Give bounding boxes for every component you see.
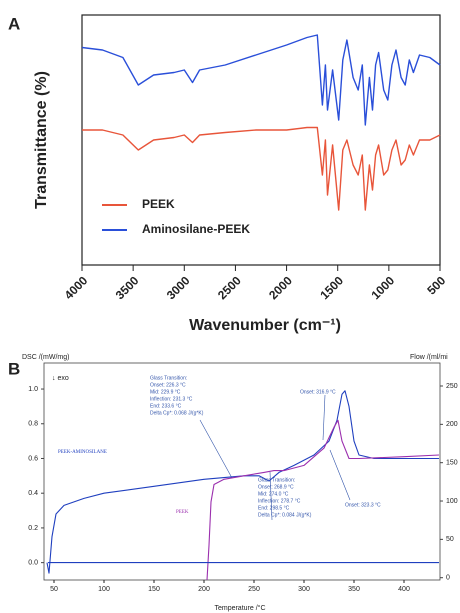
x-axis-label: Temperature /°C [214, 604, 265, 612]
annotation: Inflection: 278.7 °C [258, 498, 301, 504]
x-tick-label: 4000 [62, 273, 91, 302]
annotation: End: 298.5 °C [258, 505, 290, 511]
x-tick-label: 2000 [266, 273, 295, 302]
x-tick-label: 50 [50, 586, 58, 593]
y2-tick-label: 0 [446, 575, 450, 582]
x-tick-label: 3500 [113, 273, 142, 302]
legend-label: PEEK [142, 197, 175, 211]
y-tick-label: 0.4 [28, 490, 38, 497]
annotation: End: 233.6 °C [150, 403, 182, 409]
x-axis-label: Wavenumber (cm⁻¹) [189, 317, 341, 334]
x-tick-label: 200 [198, 586, 210, 593]
plot-frame [81, 14, 441, 266]
annotation: Onset: 268.9 °C [258, 484, 294, 490]
plot-frame [43, 362, 441, 581]
annotation: Delta Cp*: 0.068 J/(g*K) [150, 410, 204, 416]
y2-tick-label: 200 [446, 421, 458, 428]
x-tick-label: 1500 [317, 273, 346, 302]
y-tick-label: 0.6 [28, 455, 38, 462]
series-line [82, 126, 441, 211]
annotation: Mid: 274.0 °C [258, 491, 289, 497]
series-line [206, 419, 440, 581]
x-tick-label: 300 [298, 586, 310, 593]
x-tick-label: 100 [98, 586, 110, 593]
x-tick-label: 500 [424, 273, 448, 297]
annotation: Delta Cp*: 0.084 J/(g*K) [258, 512, 312, 518]
y-tick-label: 0.8 [28, 421, 38, 428]
series-label: PEEK [176, 510, 189, 515]
direction-label: ↓ exo [52, 375, 69, 382]
y2-tick-label: 50 [446, 536, 454, 543]
panel-label: A [8, 14, 20, 33]
y-tick-label: 1.0 [28, 386, 38, 393]
y2-tick-label: 150 [446, 460, 458, 467]
annotation: Inflection: 231.3 °C [150, 396, 193, 402]
x-tick-label: 350 [348, 586, 360, 593]
x-tick-label: 400 [398, 586, 410, 593]
annotation: Mid: 229.9 °C [150, 389, 181, 395]
x-tick-label: 150 [148, 586, 160, 593]
legend-label: Aminosilane-PEEK [142, 222, 250, 236]
panel-label: B [8, 359, 20, 378]
annotation: Onset: 323.3 °C [345, 502, 381, 508]
annotation: Glass Transition: [150, 375, 187, 381]
y-tick-label: 0.0 [28, 559, 38, 566]
y-axis-label: DSC /(mW/mg) [22, 354, 69, 361]
y-tick-label: 0.2 [28, 525, 38, 532]
annotation: Onset: 316.9 °C [300, 389, 336, 395]
y-axis-label: Transmittance (%) [33, 71, 50, 209]
series-line [46, 390, 439, 574]
annotation: Glass Transition: [258, 477, 295, 483]
y2-axis-label: Flow /(ml/mi [410, 354, 448, 361]
x-tick-label: 250 [248, 586, 260, 593]
series-line [81, 34, 441, 126]
x-tick-label: 2500 [215, 273, 244, 302]
x-tick-label: 1000 [368, 273, 397, 302]
x-tick-label: 3000 [164, 273, 193, 302]
series-label: PEEK-AMINOSILANE [58, 450, 107, 455]
annotation: Onset: 226.3 °C [150, 382, 186, 388]
y2-tick-label: 100 [446, 498, 458, 505]
y2-tick-label: 250 [446, 383, 458, 390]
